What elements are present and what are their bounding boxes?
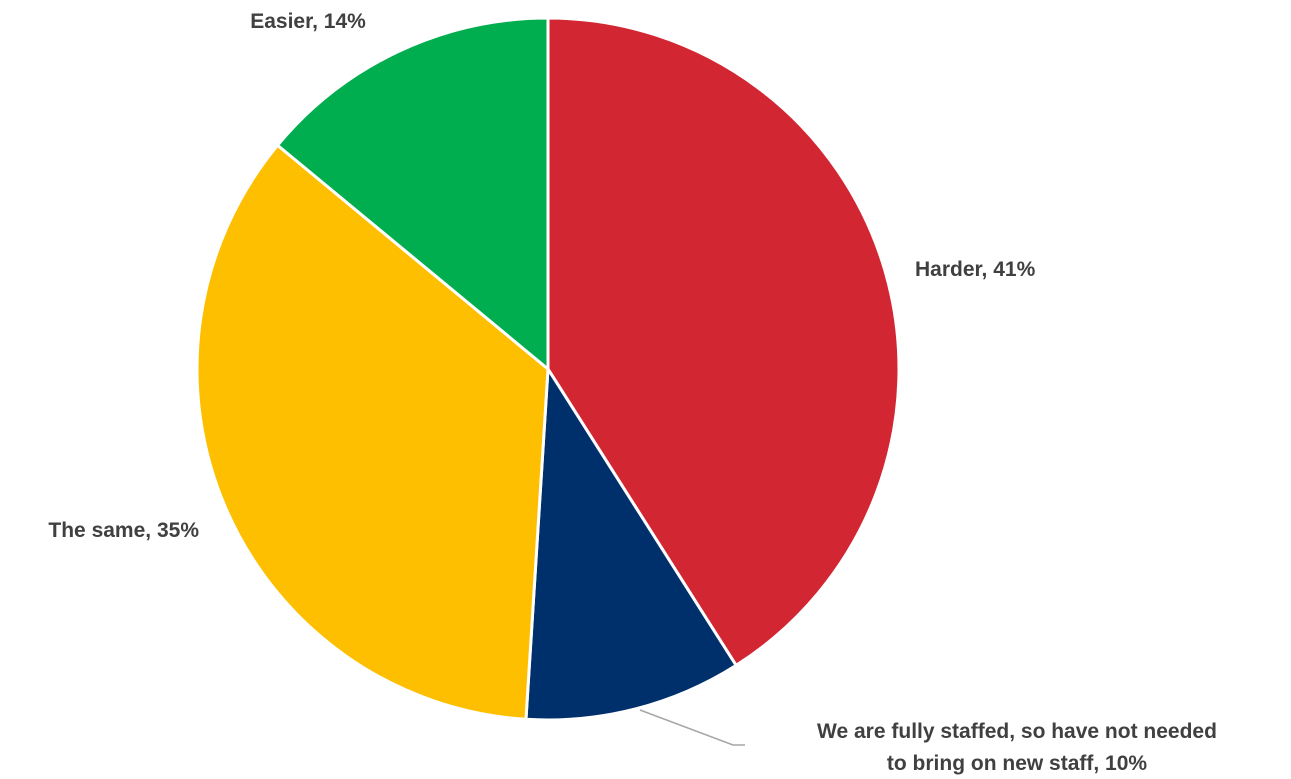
slice-easier	[276, 16, 550, 371]
data-label-harder: Harder, 41%	[915, 258, 1036, 281]
data-label-fully-staffed-line-1: We are fully staffed, so have not needed	[817, 720, 1217, 743]
data-label-fully-staffed-line-2: to bring on new staff, 10%	[887, 752, 1148, 775]
slice-fully-staffed	[524, 367, 738, 722]
leader-line-fully-staffed	[639, 709, 745, 746]
slice-harder	[546, 16, 901, 667]
data-label-the-same: The same, 35%	[48, 519, 199, 542]
data-label-easier: Easier, 14%	[250, 10, 366, 33]
pie-slices	[195, 16, 901, 722]
slice-the-same	[195, 143, 550, 721]
